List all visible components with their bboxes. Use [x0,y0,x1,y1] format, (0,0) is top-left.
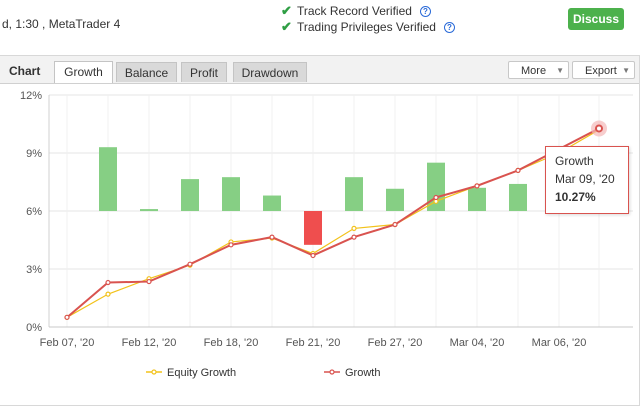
legend-growth-marker [329,369,335,375]
growth-point [146,278,152,285]
growth-point [392,221,398,228]
growth-point [187,261,193,267]
tab-profit[interactable]: Profit [181,62,227,82]
info-icon[interactable]: ? [419,5,431,17]
x-tick-label: Feb 21, '20 [286,337,341,349]
track-record-verified: ✔ Track Record Verified ? [281,3,431,19]
bar-positive [263,195,281,211]
growth-point [515,167,521,173]
discuss-button[interactable]: Discuss [568,8,624,30]
x-tick-label: Feb 12, '20 [122,337,177,349]
y-tick-label: 6% [26,206,42,218]
bar-positive [509,183,527,211]
track-record-label: Track Record Verified [297,4,412,18]
bar-positive [140,209,158,212]
legend-growth-label: Growth [345,367,380,379]
chevron-down-icon: ▼ [556,66,564,75]
bar-negative [304,211,322,245]
growth-point [474,183,480,189]
account-info: d, 1:30 , MetaTrader 4 [2,17,121,31]
growth-point [228,242,234,248]
legend-equity-marker [151,369,157,375]
bar-positive [181,179,199,211]
x-tick-label: Feb 27, '20 [368,337,423,349]
tab-balance[interactable]: Balance [116,62,177,82]
account-header: d, 1:30 , MetaTrader 4 ✔ Track Record Ve… [0,0,642,46]
tooltip-value: 10.27% [555,190,596,204]
tab-growth[interactable]: Growth [54,61,113,83]
check-icon: ✔ [281,3,292,18]
trading-privileges-label: Trading Privileges Verified [297,20,436,34]
equity-growth-point [105,291,111,297]
growth-point [64,314,70,320]
more-dropdown[interactable]: More ▼ [508,61,569,79]
bar-positive [427,162,445,211]
growth-point [351,234,357,240]
export-dropdown[interactable]: Export ▼ [572,61,635,79]
y-tick-label: 0% [26,322,42,334]
growth-point [433,194,439,201]
chart-tooltip: Growth Mar 09, '20 10.27% [545,146,629,214]
bar-positive [99,147,117,211]
y-tick-label: 3% [26,264,42,276]
bar-positive [222,177,240,211]
equity-growth-point [351,225,357,231]
tooltip-series: Growth [555,154,594,168]
growth-line [66,127,600,319]
tab-drawdown[interactable]: Drawdown [233,62,307,82]
tooltip-date: Mar 09, '20 [555,172,615,186]
y-tick-label: 9% [26,148,42,160]
info-icon[interactable]: ? [443,21,455,33]
bar-positive [386,188,404,211]
bar-positive [468,187,486,211]
growth-point [310,252,316,259]
growth-point [269,234,275,240]
x-tick-label: Feb 18, '20 [204,337,259,349]
x-tick-label: Feb 07, '20 [40,337,95,349]
export-label: Export [585,65,617,77]
x-tick-label: Mar 04, '20 [450,337,505,349]
chevron-down-icon: ▼ [622,66,630,75]
bar-positive [345,177,363,211]
x-tick-label: Mar 06, '20 [532,337,587,349]
more-label: More [521,65,547,77]
chart-tabbar: Chart Growth Balance Profit Drawdown Mor… [0,56,639,84]
equity-growth-line [66,129,600,318]
legend-equity-label: Equity Growth [167,367,236,379]
check-icon: ✔ [281,19,292,34]
growth-point [105,279,111,286]
chart-section-label: Chart [9,64,41,78]
hover-point [595,124,603,133]
trading-privileges-verified: ✔ Trading Privileges Verified ? [281,19,455,35]
y-tick-label: 12% [20,90,42,102]
